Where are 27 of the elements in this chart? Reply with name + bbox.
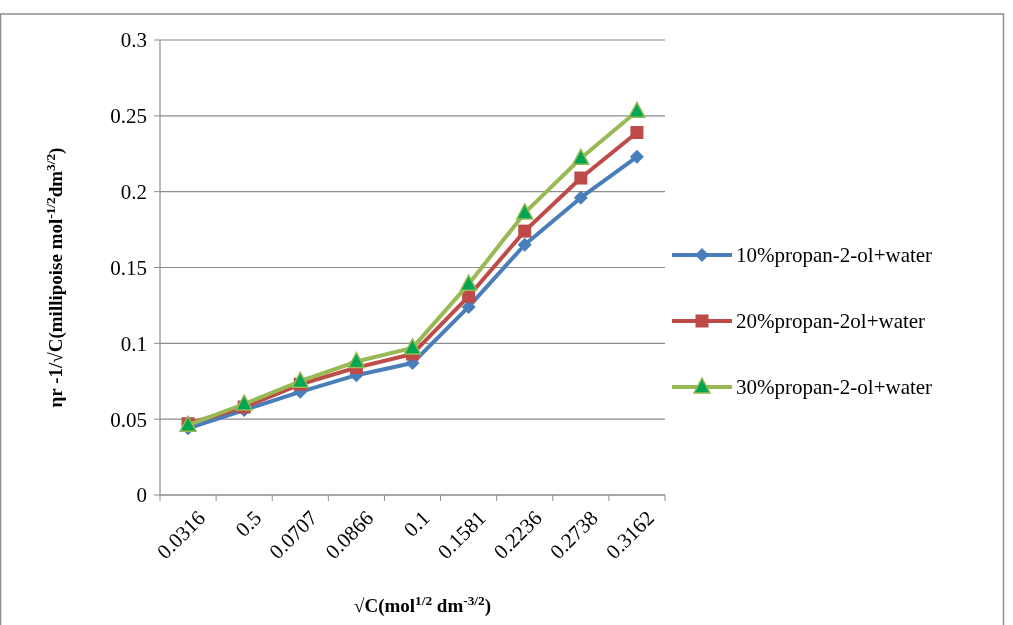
point <box>630 126 644 140</box>
point <box>574 171 588 185</box>
y-tick-label: 0.15 <box>110 255 147 280</box>
point <box>235 394 253 411</box>
y-tick-label: 0.2 <box>120 180 147 205</box>
y-tick-label: 0.1 <box>120 331 147 356</box>
point <box>573 190 588 205</box>
legend-label: 10%propan-2-ol+water <box>736 243 933 268</box>
point <box>572 148 590 166</box>
point <box>291 371 310 388</box>
legend-label: 30%propan-2-ol+water <box>736 375 933 400</box>
point <box>459 274 478 291</box>
x-axis-title: √C(mol$^{1/2}$ dm$^{-3/2}$) <box>354 592 491 617</box>
point <box>515 203 534 220</box>
point <box>628 101 646 119</box>
point <box>347 351 366 369</box>
y-tick-label: 0 <box>136 483 147 508</box>
x-tick-label: 0.5 <box>230 505 267 542</box>
y-tick-label: 0.25 <box>110 104 147 129</box>
point <box>518 224 532 238</box>
y-tick-label: 0.05 <box>110 407 147 432</box>
y-tick-label: 0.3 <box>120 28 147 53</box>
point <box>517 237 532 252</box>
point <box>403 338 422 355</box>
legend-label: 20%propan-2ol+water <box>736 309 926 334</box>
point <box>629 149 644 164</box>
x-tick-label: 0.1 <box>398 505 435 542</box>
